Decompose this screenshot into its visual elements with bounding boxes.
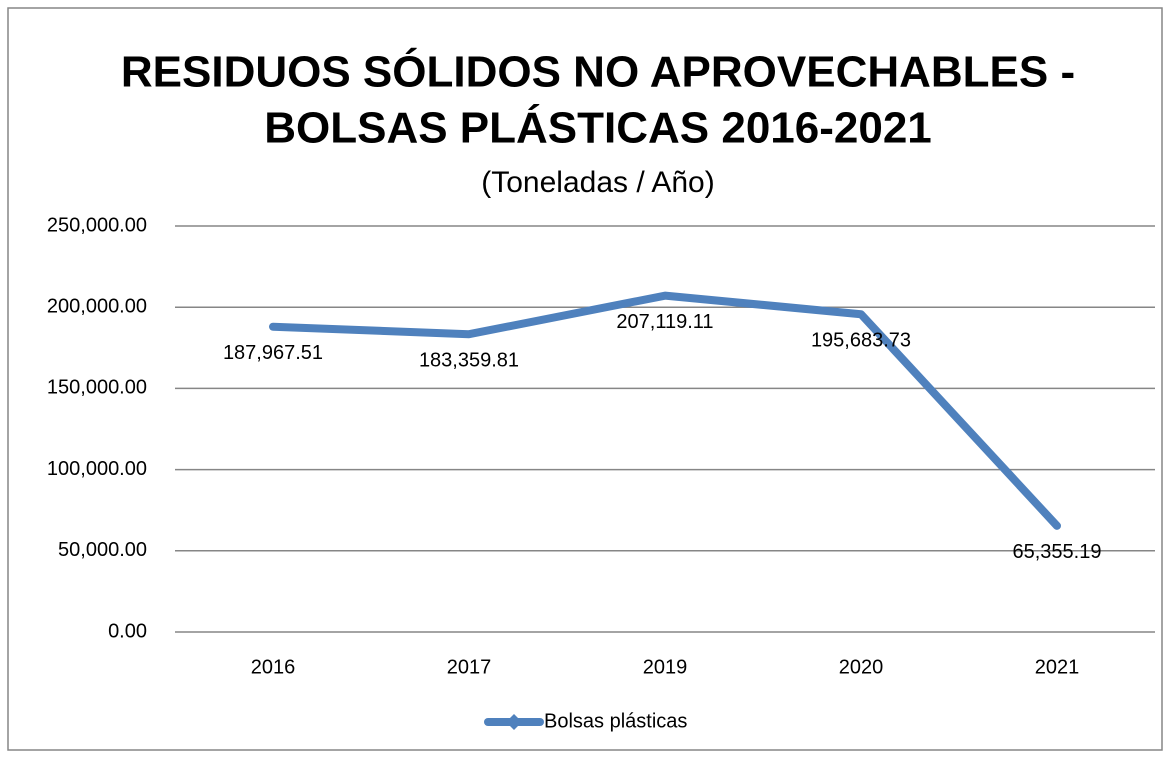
y-tick-label: 50,000.00 bbox=[58, 539, 147, 561]
x-tick-label: 2019 bbox=[643, 656, 688, 678]
legend-label: Bolsas plásticas bbox=[544, 710, 687, 732]
y-tick-label: 0.00 bbox=[108, 620, 147, 642]
data-label: 187,967.51 bbox=[223, 342, 323, 364]
data-line bbox=[269, 291, 1061, 530]
y-tick-label: 150,000.00 bbox=[47, 377, 147, 399]
chart-title: BOLSAS PLÁSTICAS 2016-2021 bbox=[264, 103, 932, 153]
x-tick-label: 2020 bbox=[839, 656, 884, 678]
y-tick-label: 200,000.00 bbox=[47, 295, 147, 317]
data-label: 207,119.11 bbox=[616, 311, 713, 333]
data-label: 65,355.19 bbox=[1013, 541, 1102, 563]
x-tick-label: 2016 bbox=[251, 656, 296, 678]
y-tick-label: 100,000.00 bbox=[47, 458, 147, 480]
x-tick-label: 2021 bbox=[1035, 656, 1080, 678]
y-tick-label: 250,000.00 bbox=[47, 214, 147, 236]
chart-subtitle: (Toneladas / Año) bbox=[481, 166, 714, 199]
chart-title: RESIDUOS SÓLIDOS NO APROVECHABLES - bbox=[121, 47, 1075, 97]
x-tick-label: 2017 bbox=[447, 656, 492, 678]
chart-frame bbox=[7, 7, 1163, 751]
legend-marker bbox=[506, 714, 522, 730]
data-label: 195,683.73 bbox=[811, 329, 911, 351]
data-label: 183,359.81 bbox=[419, 350, 519, 372]
